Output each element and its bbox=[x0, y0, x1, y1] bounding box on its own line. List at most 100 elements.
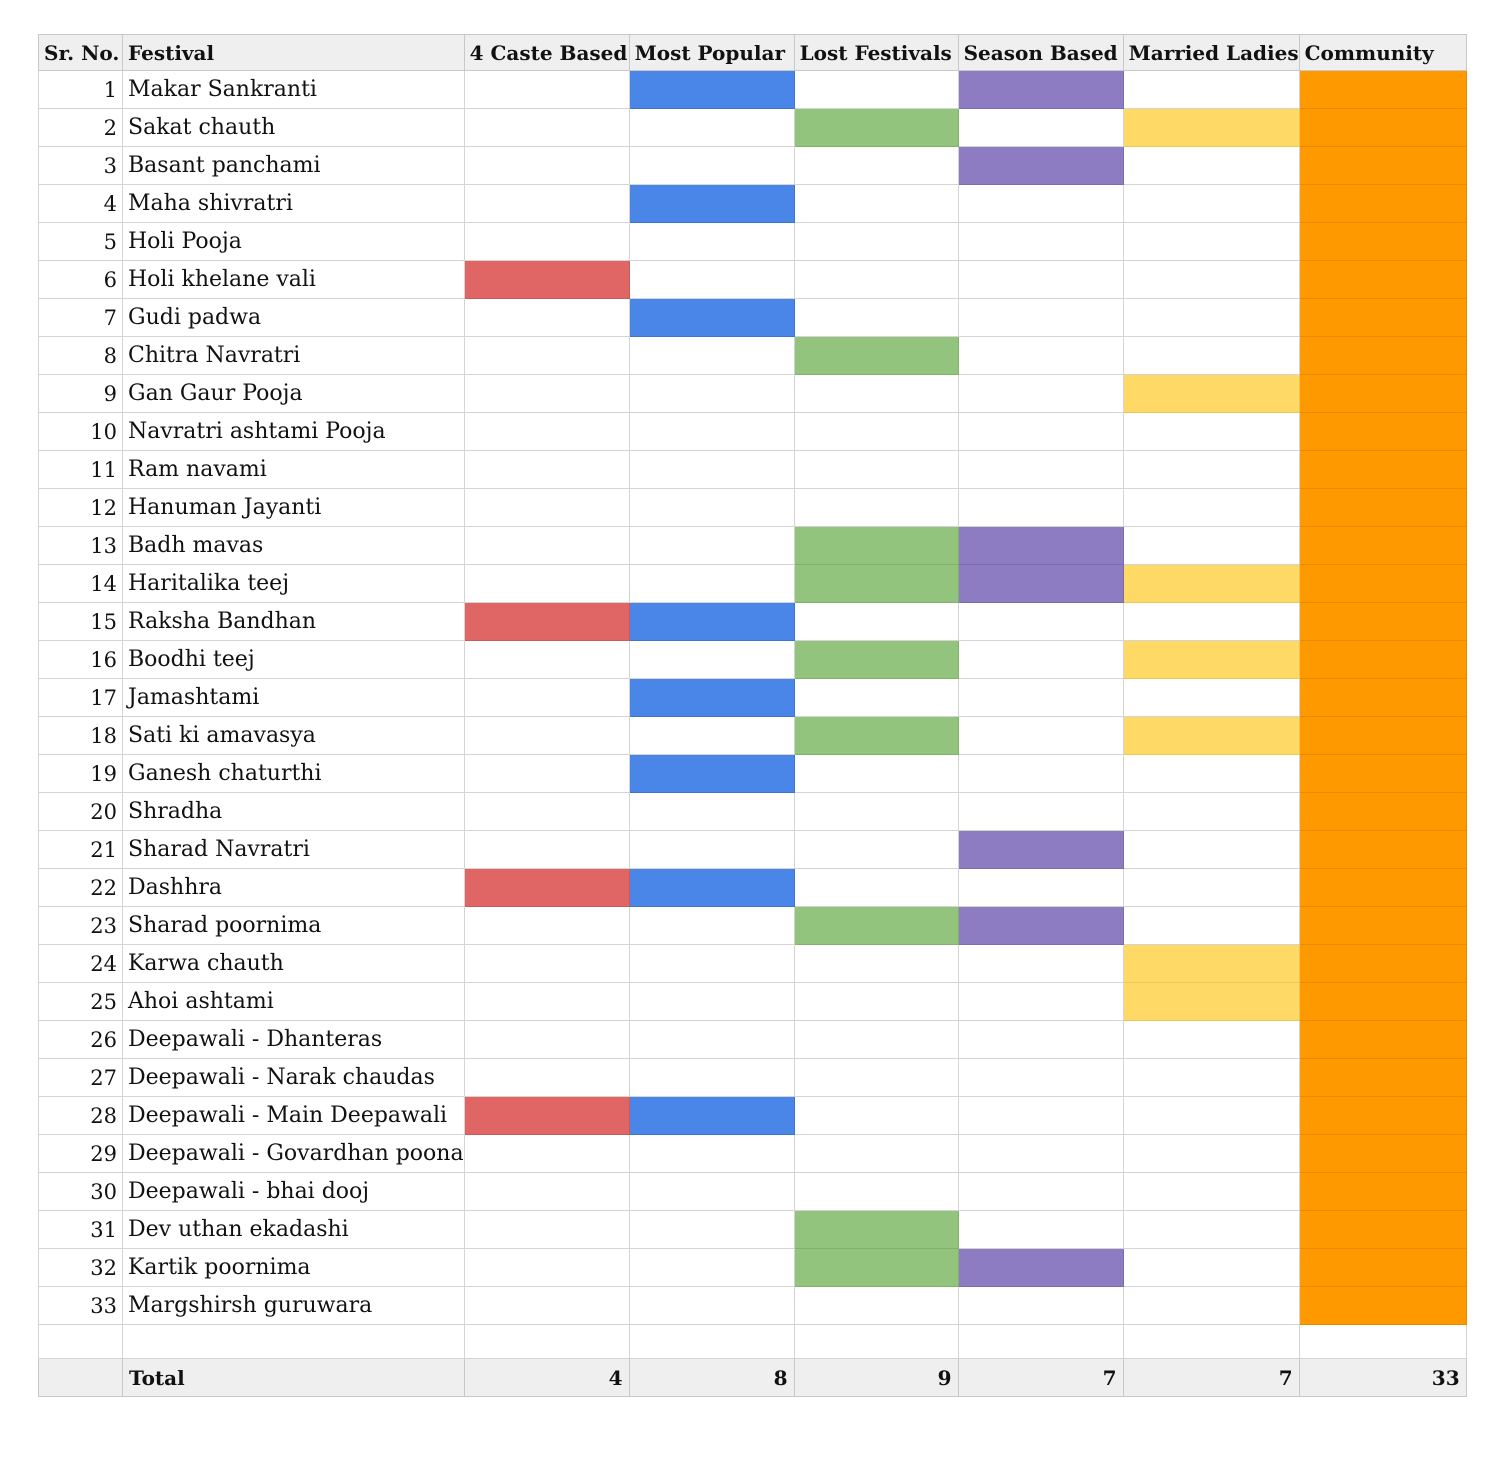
married-ladies-cell[interactable] bbox=[1122, 526, 1300, 565]
festival-name-cell[interactable]: Chitra Navratri bbox=[122, 336, 465, 375]
married-ladies-cell[interactable] bbox=[1122, 944, 1300, 983]
lost-festivals-cell[interactable] bbox=[793, 792, 959, 831]
community-cell[interactable] bbox=[1298, 488, 1467, 527]
sr-no-cell[interactable]: 28 bbox=[38, 1096, 123, 1135]
festival-name-cell[interactable]: Deepawali - bhai dooj bbox=[122, 1172, 465, 1211]
lost-festivals-cell[interactable] bbox=[793, 488, 959, 527]
married-ladies-cell[interactable] bbox=[1122, 298, 1300, 337]
festival-name-cell[interactable]: Margshirsh guruwara bbox=[122, 1286, 465, 1325]
caste-based-cell[interactable] bbox=[463, 982, 630, 1021]
season-based-cell[interactable] bbox=[957, 564, 1124, 603]
most-popular-cell[interactable] bbox=[628, 488, 795, 527]
season-based-cell[interactable] bbox=[957, 146, 1124, 185]
festival-name-cell[interactable]: Haritalika teej bbox=[122, 564, 465, 603]
most-popular-cell[interactable] bbox=[628, 184, 795, 223]
festival-name-cell[interactable]: Sharad poornima bbox=[122, 906, 465, 945]
community-cell[interactable] bbox=[1298, 678, 1467, 717]
season-based-cell[interactable] bbox=[957, 1286, 1124, 1325]
caste-based-cell[interactable] bbox=[463, 1020, 630, 1059]
sr-no-cell[interactable]: 18 bbox=[38, 716, 123, 755]
season-based-cell[interactable] bbox=[957, 944, 1124, 983]
caste-based-cell[interactable] bbox=[463, 1248, 630, 1287]
festival-name-cell[interactable]: Ahoi ashtami bbox=[122, 982, 465, 1021]
caste-based-cell[interactable] bbox=[463, 108, 630, 147]
most-popular-cell[interactable] bbox=[628, 526, 795, 565]
community-cell[interactable] bbox=[1298, 260, 1467, 299]
sr-no-cell[interactable]: 20 bbox=[38, 792, 123, 831]
sr-no-cell[interactable]: 9 bbox=[38, 374, 123, 413]
community-cell[interactable] bbox=[1298, 526, 1467, 565]
festival-name-cell[interactable]: Sharad Navratri bbox=[122, 830, 465, 869]
caste-based-cell[interactable] bbox=[463, 830, 630, 869]
sr-no-cell[interactable]: 25 bbox=[38, 982, 123, 1021]
caste-based-cell[interactable] bbox=[463, 222, 630, 261]
festival-name-cell[interactable]: Shradha bbox=[122, 792, 465, 831]
community-cell[interactable] bbox=[1298, 1286, 1467, 1325]
married-ladies-cell[interactable] bbox=[1122, 982, 1300, 1021]
caste-based-cell[interactable] bbox=[463, 1210, 630, 1249]
most-popular-cell[interactable] bbox=[628, 108, 795, 147]
caste-based-cell[interactable] bbox=[463, 716, 630, 755]
most-popular-cell[interactable] bbox=[628, 1210, 795, 1249]
season-based-cell[interactable] bbox=[957, 1058, 1124, 1097]
most-popular-cell[interactable] bbox=[628, 906, 795, 945]
total-caste-based[interactable]: 4 bbox=[463, 1358, 630, 1397]
festival-name-cell[interactable]: Karwa chauth bbox=[122, 944, 465, 983]
lost-festivals-cell[interactable] bbox=[793, 1134, 959, 1173]
most-popular-cell[interactable] bbox=[628, 146, 795, 185]
festival-name-cell[interactable]: Basant panchami bbox=[122, 146, 465, 185]
married-ladies-cell[interactable] bbox=[1122, 754, 1300, 793]
caste-based-cell[interactable] bbox=[463, 944, 630, 983]
sr-no-cell[interactable]: 26 bbox=[38, 1020, 123, 1059]
community-cell[interactable] bbox=[1298, 868, 1467, 907]
sr-no-cell[interactable]: 8 bbox=[38, 336, 123, 375]
blank-cell[interactable] bbox=[38, 1324, 123, 1359]
married-ladies-cell[interactable] bbox=[1122, 1058, 1300, 1097]
sr-no-cell[interactable]: 22 bbox=[38, 868, 123, 907]
season-based-cell[interactable] bbox=[957, 70, 1124, 109]
season-based-cell[interactable] bbox=[957, 222, 1124, 261]
community-cell[interactable] bbox=[1298, 1210, 1467, 1249]
community-cell[interactable] bbox=[1298, 640, 1467, 679]
most-popular-cell[interactable] bbox=[628, 1096, 795, 1135]
sr-no-cell[interactable]: 31 bbox=[38, 1210, 123, 1249]
married-ladies-cell[interactable] bbox=[1122, 602, 1300, 641]
community-cell[interactable] bbox=[1298, 336, 1467, 375]
most-popular-cell[interactable] bbox=[628, 602, 795, 641]
sr-no-cell[interactable]: 11 bbox=[38, 450, 123, 489]
sr-no-cell[interactable]: 32 bbox=[38, 1248, 123, 1287]
most-popular-cell[interactable] bbox=[628, 1058, 795, 1097]
community-cell[interactable] bbox=[1298, 146, 1467, 185]
caste-based-cell[interactable] bbox=[463, 1286, 630, 1325]
most-popular-cell[interactable] bbox=[628, 1286, 795, 1325]
most-popular-cell[interactable] bbox=[628, 564, 795, 603]
header-most-popular[interactable]: Most Popular bbox=[628, 34, 795, 71]
sr-no-cell[interactable]: 15 bbox=[38, 602, 123, 641]
header-lost-festivals[interactable]: Lost Festivals bbox=[793, 34, 959, 71]
caste-based-cell[interactable] bbox=[463, 488, 630, 527]
sr-no-cell[interactable]: 17 bbox=[38, 678, 123, 717]
caste-based-cell[interactable] bbox=[463, 146, 630, 185]
season-based-cell[interactable] bbox=[957, 260, 1124, 299]
married-ladies-cell[interactable] bbox=[1122, 678, 1300, 717]
sr-no-cell[interactable]: 10 bbox=[38, 412, 123, 451]
lost-festivals-cell[interactable] bbox=[793, 336, 959, 375]
most-popular-cell[interactable] bbox=[628, 716, 795, 755]
sr-no-cell[interactable]: 21 bbox=[38, 830, 123, 869]
married-ladies-cell[interactable] bbox=[1122, 1020, 1300, 1059]
festival-name-cell[interactable]: Maha shivratri bbox=[122, 184, 465, 223]
married-ladies-cell[interactable] bbox=[1122, 184, 1300, 223]
most-popular-cell[interactable] bbox=[628, 374, 795, 413]
married-ladies-cell[interactable] bbox=[1122, 1172, 1300, 1211]
married-ladies-cell[interactable] bbox=[1122, 1286, 1300, 1325]
sr-no-cell[interactable]: 12 bbox=[38, 488, 123, 527]
lost-festivals-cell[interactable] bbox=[793, 526, 959, 565]
community-cell[interactable] bbox=[1298, 982, 1467, 1021]
lost-festivals-cell[interactable] bbox=[793, 754, 959, 793]
festival-name-cell[interactable]: Makar Sankranti bbox=[122, 70, 465, 109]
lost-festivals-cell[interactable] bbox=[793, 222, 959, 261]
community-cell[interactable] bbox=[1298, 830, 1467, 869]
festival-name-cell[interactable]: Sakat chauth bbox=[122, 108, 465, 147]
total-community[interactable]: 33 bbox=[1298, 1358, 1467, 1397]
married-ladies-cell[interactable] bbox=[1122, 1134, 1300, 1173]
